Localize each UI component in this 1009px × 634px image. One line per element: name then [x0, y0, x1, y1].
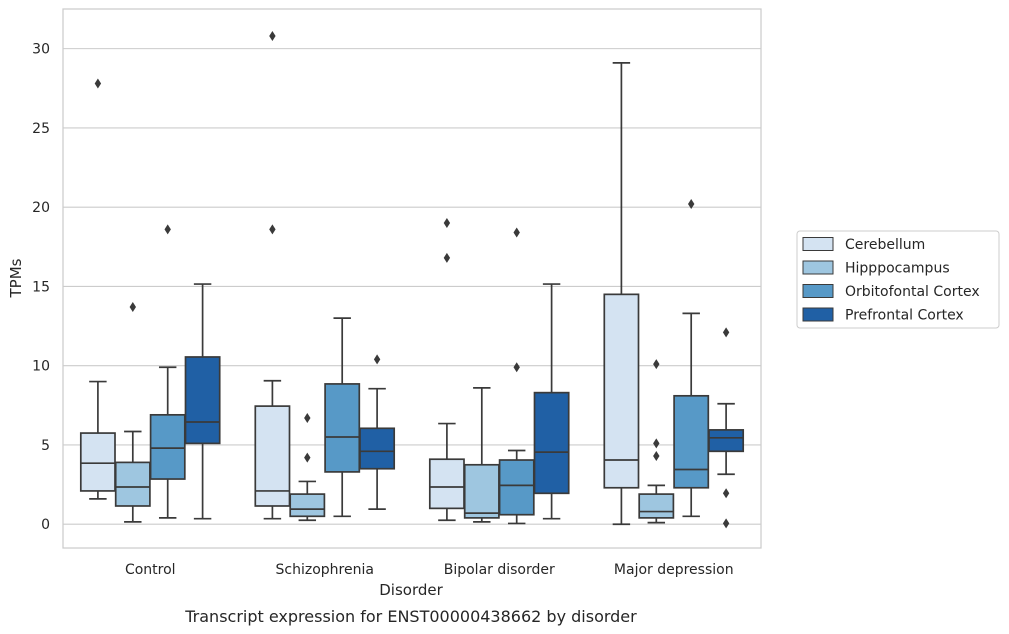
x-tick-label: Bipolar disorder	[444, 562, 555, 578]
box-hipppocampus	[114, 302, 151, 523]
box-prefrontal-cortex	[184, 283, 221, 520]
iqr-box	[184, 356, 221, 445]
y-tick-label: 0	[41, 517, 50, 533]
iqr-box	[638, 493, 675, 519]
outlier-point	[513, 362, 520, 373]
outlier-point	[94, 78, 102, 89]
iqr-box	[708, 429, 745, 453]
iqr-box	[324, 383, 361, 473]
iqr-box	[359, 427, 396, 470]
iqr-box	[149, 413, 186, 480]
outlier-point	[443, 218, 451, 229]
legend-swatch	[802, 260, 834, 275]
legend-frame	[796, 230, 1000, 329]
legend: Cerebellum Hipppocampus Orbitofontal Corte…	[796, 230, 1000, 329]
y-axis-label: TPMs	[7, 258, 25, 298]
y-tick-label: 25	[32, 121, 50, 137]
iqr-box	[463, 463, 500, 519]
box-orbitofontal-cortex	[149, 224, 186, 519]
box-orbitofontal-cortex	[324, 317, 361, 518]
box-cerebellum	[254, 30, 291, 520]
outlier-point	[269, 30, 276, 41]
legend-label: Cerebellum	[845, 237, 925, 253]
legend-label: Hipppocampus	[845, 261, 950, 277]
iqr-box	[673, 394, 710, 489]
legend-swatch	[802, 284, 834, 298]
outlier-point	[722, 327, 730, 338]
figure-caption: Transcript expression for ENST0000043866…	[184, 607, 637, 626]
iqr-box	[603, 293, 640, 489]
y-tick-label: 20	[32, 200, 50, 216]
outlier-point	[513, 227, 520, 238]
outlier-point	[443, 252, 451, 263]
x-axis-label: Disorder	[379, 581, 443, 599]
outlier-point	[304, 413, 311, 424]
box-cerebellum	[79, 78, 116, 500]
y-tick-label: 15	[32, 279, 50, 295]
outlier-point	[373, 354, 381, 365]
x-tick-label: Schizophrenia	[276, 562, 374, 578]
legend-label: Orbitofontal Cortex	[845, 284, 980, 300]
legend-swatch	[802, 237, 834, 251]
box-hipppocampus	[289, 413, 326, 522]
outlier-point	[653, 451, 660, 462]
outlier-point	[269, 224, 276, 235]
box-hipppocampus	[638, 359, 675, 524]
x-tick-label: Control	[125, 562, 176, 578]
box-hipppocampus	[463, 387, 500, 523]
box-orbitofontal-cortex	[498, 227, 535, 525]
iqr-box	[498, 459, 535, 516]
y-tick-labels: 0 5 10 15 20 25 30	[32, 42, 50, 534]
outlier-point	[164, 224, 171, 235]
iqr-box	[289, 493, 326, 518]
legend-label: Prefrontal Cortex	[845, 308, 964, 324]
outlier-point	[722, 488, 730, 499]
outlier-point	[304, 452, 311, 463]
iqr-box	[254, 405, 291, 507]
box-cerebellum	[603, 62, 640, 526]
iqr-box	[79, 432, 116, 492]
legend-swatch	[802, 307, 834, 322]
y-tick-label: 30	[32, 42, 50, 58]
outlier-point	[129, 302, 136, 313]
box-prefrontal-cortex	[708, 327, 745, 529]
x-tick-label: Major depression	[614, 562, 734, 578]
boxes	[79, 30, 745, 529]
outlier-point	[653, 359, 660, 370]
box-prefrontal-cortex	[533, 283, 570, 520]
box-orbitofontal-cortex	[673, 198, 710, 518]
y-tick-label: 10	[32, 359, 50, 375]
box-cerebellum	[428, 218, 465, 522]
y-tick-label: 5	[41, 438, 50, 454]
iqr-box	[114, 461, 151, 507]
iqr-box	[428, 458, 465, 510]
box-prefrontal-cortex	[359, 354, 396, 511]
outlier-point	[722, 518, 730, 529]
plot-area-frame	[62, 8, 762, 549]
x-tick-labels: Control Schizophrenia Bipolar disorder Majo…	[125, 562, 734, 578]
iqr-box	[533, 391, 570, 495]
outlier-point	[653, 438, 660, 449]
outlier-point	[688, 198, 695, 209]
